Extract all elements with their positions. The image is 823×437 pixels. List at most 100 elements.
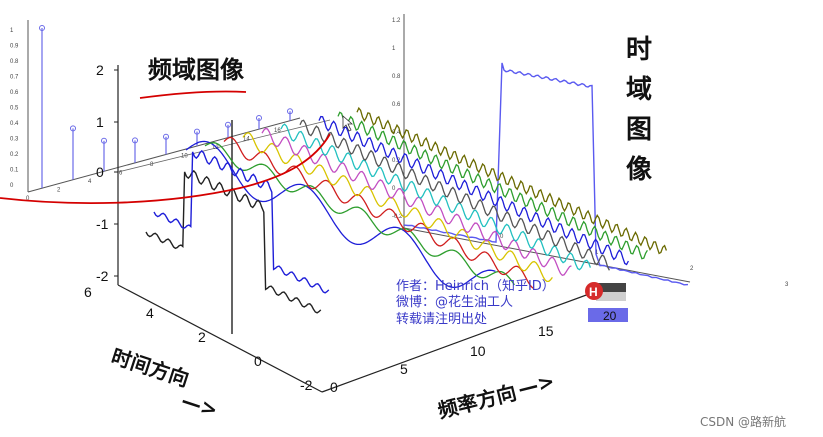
freq-tick-label: 10 [470, 343, 486, 359]
time-tick-label: 6 [84, 284, 92, 300]
freq-stem-head [70, 125, 76, 132]
approximation-curve [153, 149, 330, 294]
logo-circle [585, 282, 603, 300]
harmonic-wave-line [204, 142, 515, 286]
freq-domain-label: 频域图像 [148, 56, 245, 84]
time-tick-labels: 6 4 2 0 -2 [84, 284, 313, 393]
credit-line-weibo: 微博：@花生油工人 [396, 294, 513, 310]
freq-back-y-tick: 1 [10, 28, 14, 34]
freq-back-y-tick: 0.4 [10, 121, 19, 127]
freq-back-x-tick: 10 [181, 154, 188, 160]
freq-back-y-tick: 0.8 [10, 59, 19, 65]
back-baseline [117, 119, 331, 173]
freq-tick-label: 0 [330, 379, 338, 395]
logo-bar-light [596, 292, 626, 301]
freq-axis [321, 289, 601, 393]
time-domain-label-char: 图 [626, 115, 652, 145]
red-underline [139, 90, 247, 99]
freq-back-y-tick: 0 [10, 183, 14, 189]
freq-domain-back-plot: 10.90.80.70.60.50.40.30.20.10 0246810121… [10, 20, 301, 202]
time-back-y-tick: 0.4 [392, 130, 401, 136]
freq-back-y-ticks: 1 0.9 0.8 0.7 0.6 0.5 0.4 0.3 0.2 0.1 0 [10, 28, 19, 189]
freq-stem-head [101, 137, 107, 144]
time-tick-label: 0 [254, 353, 262, 369]
time-domain-square-wave-line [403, 62, 689, 286]
harmonic-wave-line [280, 123, 592, 271]
time-back-y-tick: 0 [392, 186, 396, 192]
time-domain-label-char: 域 [626, 75, 652, 105]
freq-stem-head [194, 128, 200, 135]
time-back-y-tick: 1.2 [392, 18, 401, 24]
freq-back-x-axis [27, 117, 301, 193]
time-tick-label: 2 [198, 329, 206, 345]
logo-number-box [588, 308, 628, 322]
mouse-cursor-icon [342, 115, 354, 132]
freq-back-x-tick: 0 [26, 196, 30, 202]
freq-back-stems [39, 25, 293, 188]
logo-badge: 20 H [585, 282, 628, 323]
freq-back-x-tick: 8 [150, 162, 154, 168]
time-back-y-tick: 0.8 [392, 74, 401, 80]
harmonic-wave-line [185, 140, 496, 289]
credit-line-author: 作者：Heinrich（知乎ID） [396, 278, 555, 294]
time-axis [117, 284, 323, 393]
time-tick-label: 4 [146, 305, 154, 321]
logo-letter: H [589, 285, 598, 299]
time-back-y-tick: 0.2 [392, 158, 401, 164]
z-tick-label: -1 [96, 216, 109, 232]
time-back-y-tick: 0.6 [392, 102, 401, 108]
time-back-y-tick: 1 [392, 46, 396, 52]
credit-line-repost: 转载请注明出处 [396, 312, 487, 327]
freq-back-y-tick: 0.2 [10, 152, 19, 158]
freq-back-y-tick: 0.7 [10, 75, 19, 81]
harmonic-wave-line [261, 127, 572, 277]
freq-stem-head [39, 25, 45, 31]
harmonic-wave-line [337, 111, 648, 260]
freq-stem-head [225, 121, 231, 128]
freq-stem-head [132, 137, 138, 144]
harmonic-wave-line [318, 115, 629, 266]
z-tick-label: -2 [96, 268, 109, 284]
time-back-x-tick: 0 [500, 234, 504, 240]
time-domain-label-char: 时 [626, 35, 652, 65]
freq-stem-head [163, 133, 169, 140]
author-credit: 作者：Heinrich（知乎ID） 微博：@花生油工人 转载请注明出处 [396, 278, 555, 327]
harmonic-wave-line [223, 136, 534, 289]
freq-back-y-tick: 0.6 [10, 90, 19, 96]
freq-back-y-tick: 0.9 [10, 44, 19, 50]
freq-stem-head [287, 108, 293, 115]
csdn-watermark: CSDN @路新航 [700, 414, 786, 429]
freq-back-x-tick: 4 [88, 179, 92, 185]
freq-back-y-tick: 0.3 [10, 137, 19, 143]
z-tick-label: 1 [96, 114, 104, 130]
time-back-x-tick: 3 [785, 282, 789, 288]
time-back-x-tick: 1 [595, 250, 599, 256]
time-tick-label: -2 [300, 377, 313, 393]
freq-back-x-tick: 6 [119, 171, 123, 177]
logo-number: 20 [603, 309, 617, 323]
logo-bar-dark [596, 283, 626, 292]
z-tick-label: 0 [96, 164, 104, 180]
time-back-x-tick: 2 [690, 266, 694, 272]
harmonic-wave-line [356, 106, 668, 255]
freq-back-x-tick: 16 [274, 128, 281, 134]
harmonic-wave-line [299, 119, 610, 271]
red-separator-curve [0, 133, 331, 204]
harmonic-waves [185, 106, 668, 289]
freq-tick-label: 5 [400, 361, 408, 377]
freq-back-x-tick: 14 [243, 137, 250, 143]
freq-back-y-tick: 0.1 [10, 168, 19, 174]
freq-stem-head [256, 115, 262, 121]
time-domain-label-char: 像 [626, 155, 653, 185]
time-back-x-ticks: 0 1 2 3 [500, 234, 789, 288]
freq-tick-label: 15 [538, 323, 554, 339]
freq-tick-labels: 0 5 10 15 [330, 323, 554, 395]
freq-back-x-tick: 2 [57, 188, 61, 194]
z-tick-labels: 2 1 0 -1 -2 [96, 62, 118, 284]
freq-back-y-tick: 0.5 [10, 106, 19, 112]
z-tick-label: 2 [96, 62, 104, 78]
